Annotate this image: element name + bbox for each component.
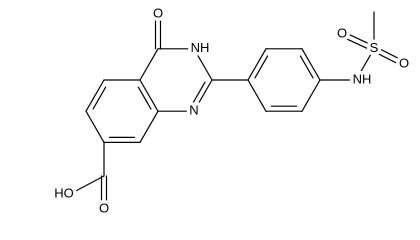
double-bond-inner [299, 55, 314, 79]
double-bond [342, 31, 376, 48]
atom-label: O [337, 25, 347, 40]
bond [193, 79, 213, 112]
bond [85, 79, 105, 112]
atom-label: S [370, 40, 379, 55]
atom-label: NH [353, 71, 372, 86]
double-bond [372, 50, 404, 67]
molecule-diagram: O NH N HO O NH S O O [51, 2, 413, 219]
atom-label: HO [54, 185, 74, 200]
bond [301, 48, 321, 81]
double-bond [374, 45, 406, 63]
bond [247, 79, 267, 112]
bond [139, 48, 159, 81]
bond [69, 175, 105, 195]
atom-label: O [153, 5, 163, 20]
atom-label: O [399, 55, 409, 70]
double-bond [340, 35, 374, 52]
bonds [69, 11, 406, 210]
double-bond-inner [191, 81, 206, 105]
bond [139, 79, 159, 112]
bond [301, 79, 321, 112]
double-bond-inner [137, 86, 152, 110]
double-bond-inner [92, 86, 107, 110]
bond [247, 48, 267, 81]
double-bond-inner [254, 55, 269, 79]
atom-label: NH [191, 40, 210, 55]
bond [193, 48, 213, 81]
bond [85, 110, 105, 143]
atom-label: O [99, 200, 109, 215]
atom-label: N [189, 103, 198, 118]
atom-labels: O NH N HO O NH S O O [51, 2, 413, 219]
bond [139, 110, 159, 143]
bond [355, 48, 375, 81]
